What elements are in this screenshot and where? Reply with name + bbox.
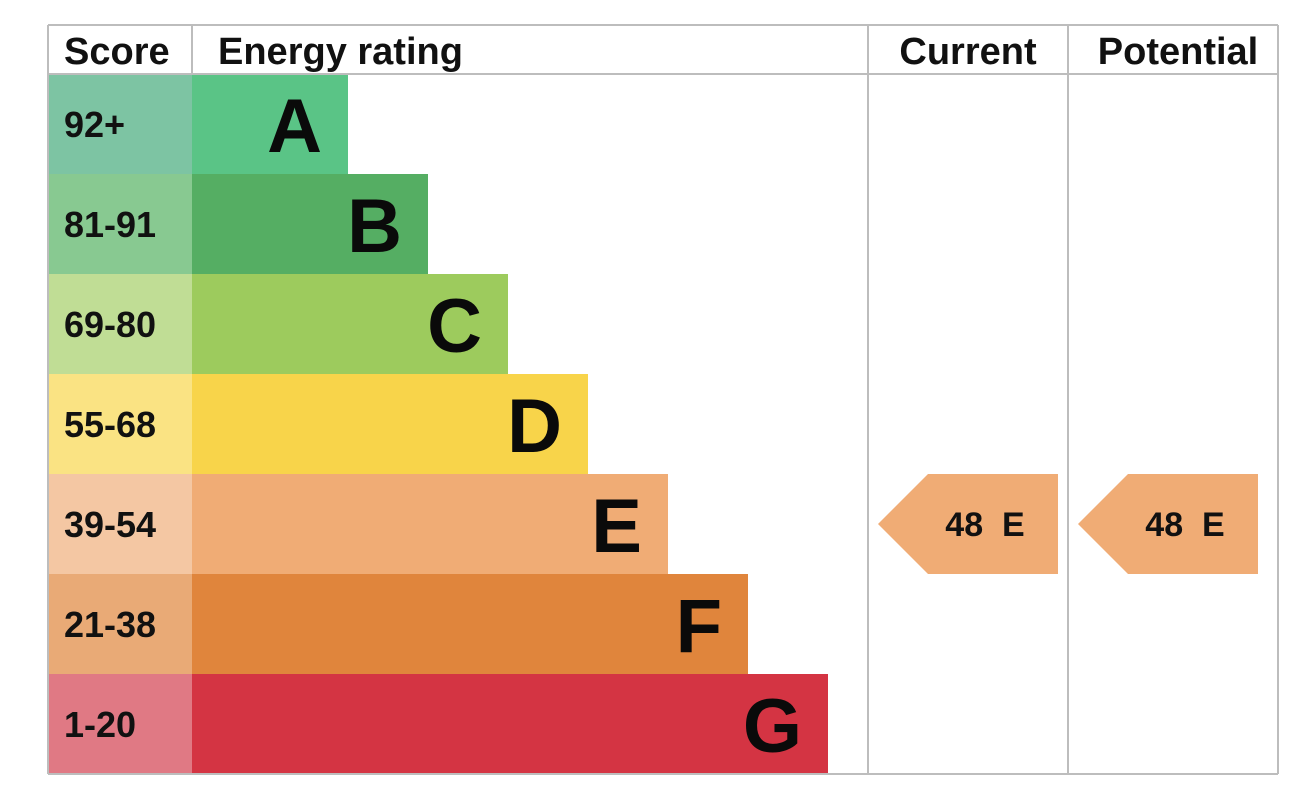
- rating-letter-f: F: [676, 584, 722, 669]
- score-label-c: 69-80: [64, 304, 156, 345]
- score-label-d: 55-68: [64, 404, 156, 445]
- rating-bar-a: [192, 74, 348, 174]
- rating-indicators: 48 E 48 E: [878, 474, 1258, 574]
- score-cell-d: [48, 374, 192, 474]
- rating-letter-g: G: [743, 684, 802, 769]
- score-label-e: 39-54: [64, 504, 156, 545]
- potential-rating-value: 48 E: [1145, 506, 1224, 544]
- rating-letter-c: C: [427, 284, 482, 369]
- rating-letter-d: D: [507, 384, 562, 469]
- rating-bar-c: [192, 274, 508, 374]
- header-potential: Potential: [1098, 31, 1258, 73]
- rating-bar-e: [192, 474, 668, 574]
- rating-letter-e: E: [591, 484, 642, 569]
- rating-bar-g: [192, 674, 828, 774]
- score-cell-c: [48, 274, 192, 374]
- rating-bar-d: [192, 374, 588, 474]
- header-energy-rating: Energy rating: [218, 31, 463, 73]
- chart-grid: [47, 24, 1279, 775]
- header-score: Score: [64, 31, 170, 73]
- score-label-b: 81-91: [64, 204, 156, 245]
- score-label-f: 21-38: [64, 604, 156, 645]
- current-rating-value: 48 E: [945, 506, 1024, 544]
- score-label-a: 92+: [64, 104, 125, 145]
- rating-bands: 92+ A 81-91 B 69-80 C 55-68 D 39-54 E 21-38 F 1-20 G: [48, 74, 828, 774]
- rating-letter-a: A: [267, 84, 322, 169]
- score-cell-f: [48, 574, 192, 674]
- rating-letter-b: B: [347, 184, 402, 269]
- potential-rating-arrow: [1078, 474, 1258, 574]
- score-cell-b: [48, 174, 192, 274]
- score-label-g: 1-20: [64, 704, 136, 745]
- header-current: Current: [899, 31, 1037, 73]
- rating-bar-f: [192, 574, 748, 674]
- score-cell-g: [48, 674, 192, 774]
- score-cell-e: [48, 474, 192, 574]
- score-cell-a: [48, 74, 192, 174]
- rating-bar-b: [192, 174, 428, 274]
- current-rating-arrow: [878, 474, 1058, 574]
